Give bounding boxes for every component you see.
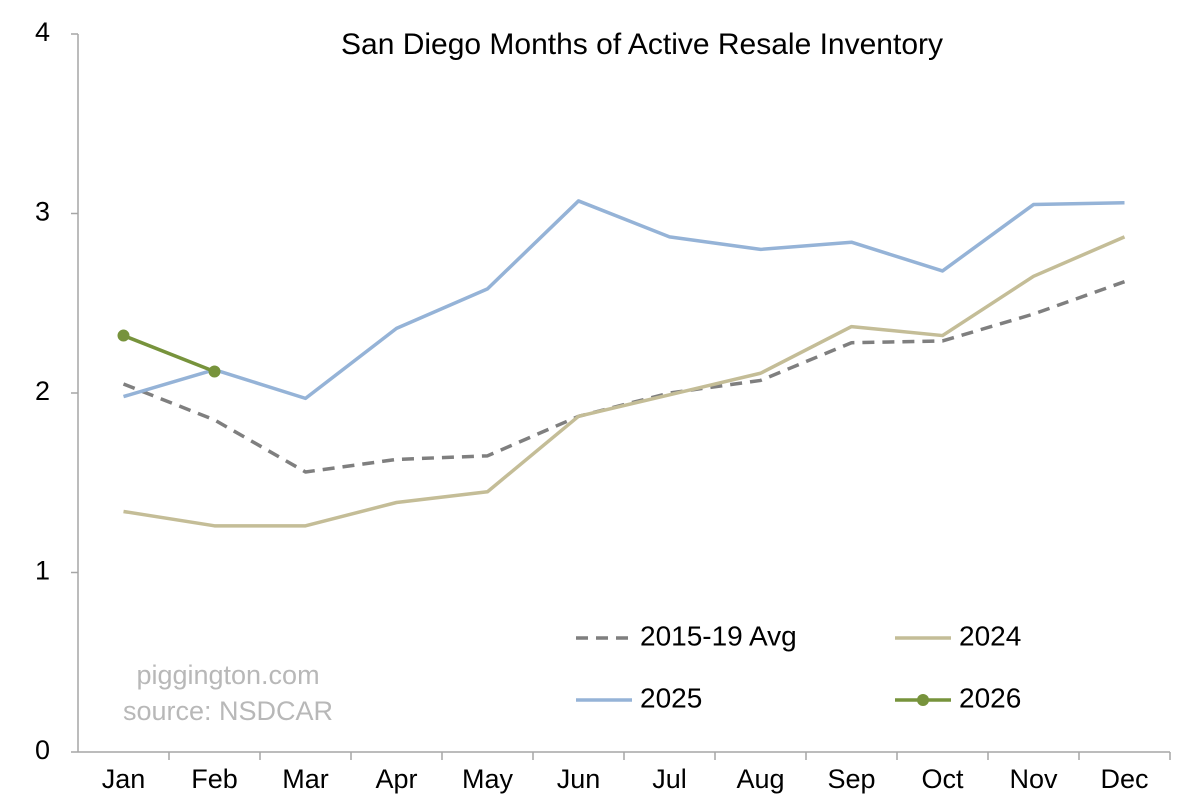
series-line [122,280,1126,474]
x-tick-label: Sep [827,764,875,794]
y-tick-label: 4 [35,17,50,47]
legend-label: 2026 [959,682,1021,713]
y-tick-label: 0 [35,735,50,765]
legend-marker [917,694,929,706]
x-tick-label: Feb [191,764,238,794]
legend-label: 2024 [959,620,1021,651]
x-tick-label: Apr [375,764,417,794]
chart-title: San Diego Months of Active Resale Invent… [341,28,943,61]
x-tick-label: Dec [1100,764,1148,794]
annotation: source: NSDCAR [123,696,333,726]
series-marker [117,329,130,342]
x-tick-label: Mar [282,764,329,794]
annotation: piggington.com [136,660,319,690]
legend-label: 2025 [640,682,702,713]
x-tick-label: Aug [736,764,784,794]
series-line [123,199,1125,401]
series-marker [208,365,221,378]
x-tick-label: Jun [557,764,601,794]
x-tick-label: Jan [102,764,146,794]
x-tick-label: Jul [652,764,687,794]
series-line [122,333,216,374]
y-tick-label: 3 [35,197,50,227]
legend-label: 2015-19 Avg [640,620,797,651]
x-tick-label: Oct [921,764,964,794]
y-tick-label: 2 [35,376,50,406]
y-tick-label: 1 [35,556,50,586]
series-line [123,235,1126,528]
x-tick-label: May [462,764,514,794]
x-tick-label: Nov [1009,764,1058,794]
